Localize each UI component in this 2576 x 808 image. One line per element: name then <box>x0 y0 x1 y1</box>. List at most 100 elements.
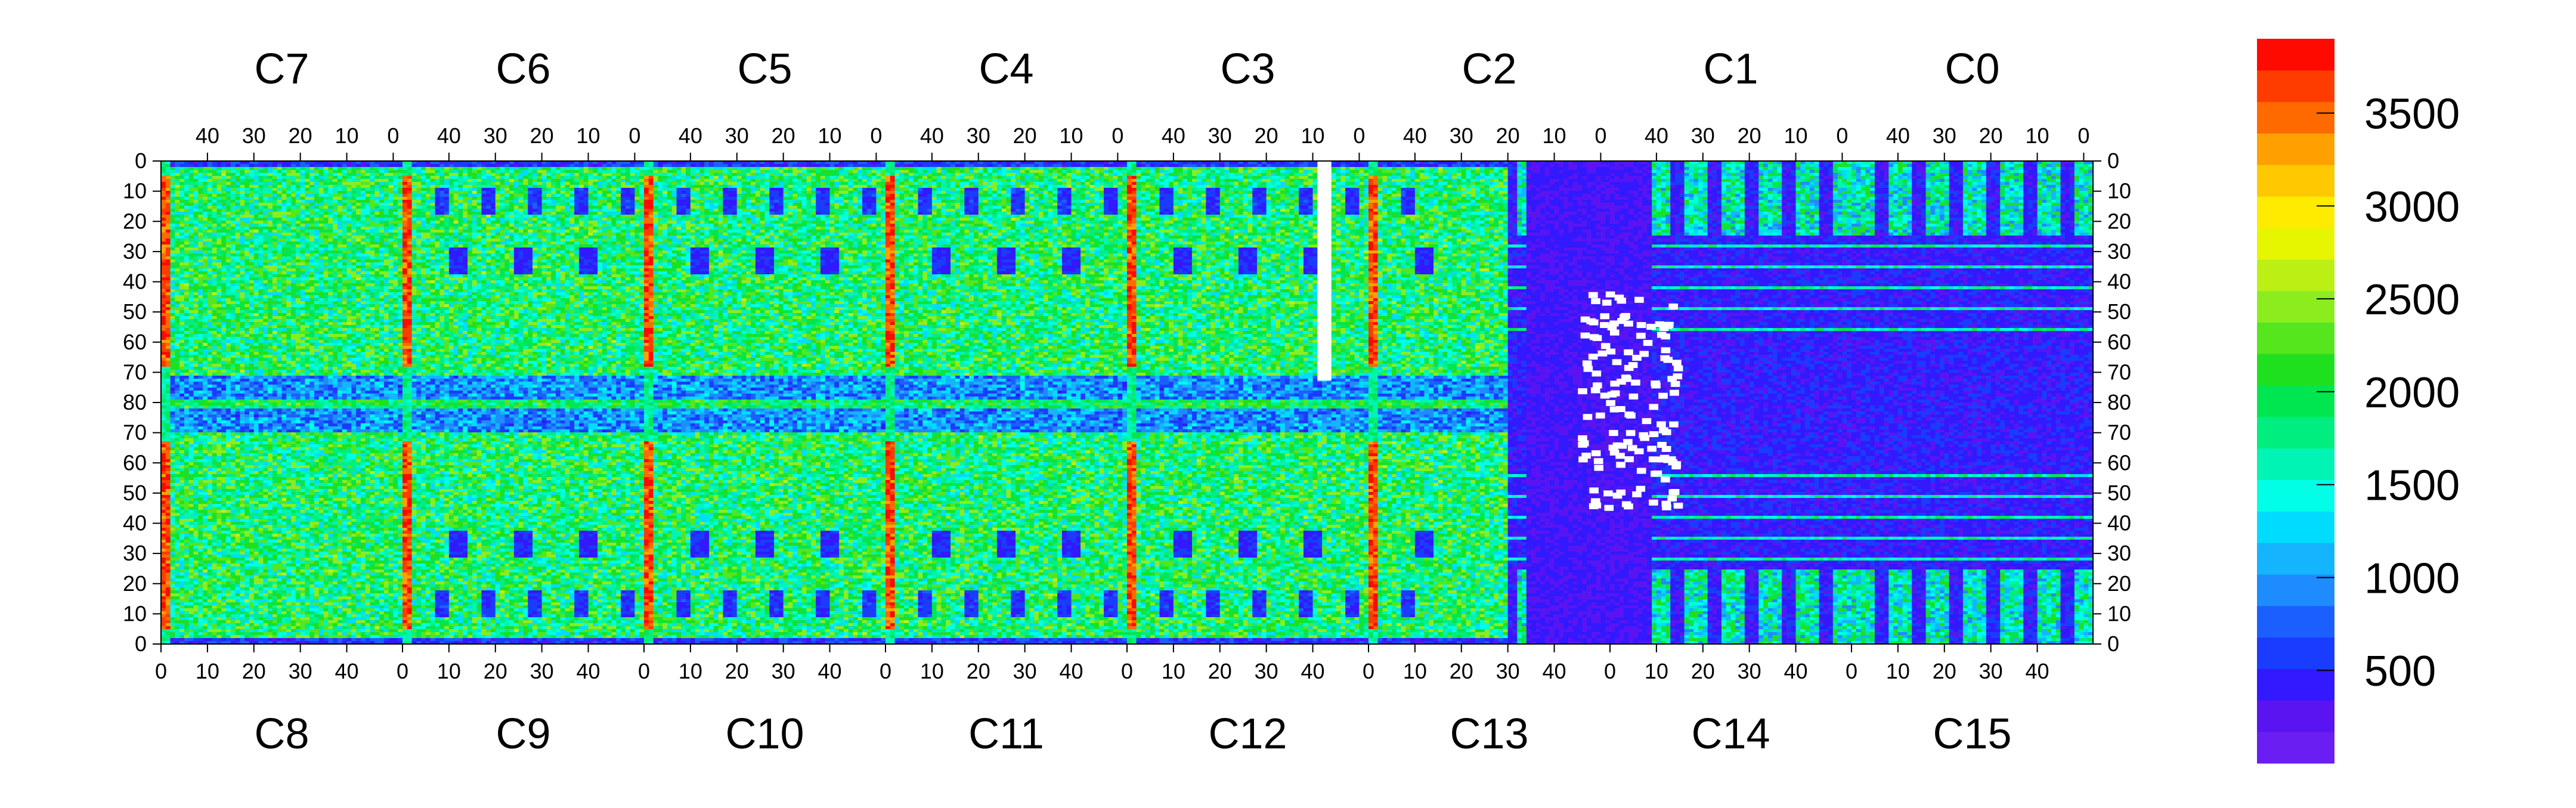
heatmap-cell <box>189 283 194 287</box>
heatmap-cell <box>203 170 208 174</box>
heatmap-cell <box>179 626 184 630</box>
heatmap-cell <box>166 471 171 475</box>
heatmap-cell <box>194 405 199 409</box>
heatmap-cell <box>161 572 166 576</box>
heatmap-cell <box>184 531 189 534</box>
heatmap-cell <box>179 179 184 182</box>
heatmap-cell <box>179 218 184 221</box>
heatmap-cell <box>175 292 179 296</box>
heatmap-cell <box>198 191 203 194</box>
heatmap-cell <box>198 462 203 466</box>
heatmap-cell <box>175 474 179 478</box>
heatmap-cell <box>166 531 171 534</box>
heatmap-cell <box>194 316 199 320</box>
heatmap-cell <box>166 611 171 615</box>
heatmap-cell <box>179 364 184 367</box>
heatmap-cell <box>198 322 203 326</box>
heatmap-cell <box>198 599 203 603</box>
heatmap-cell <box>198 590 203 594</box>
heatmap-cell <box>166 382 171 385</box>
heatmap-cell <box>179 447 184 451</box>
heatmap-cell <box>179 385 184 388</box>
heatmap-cell <box>184 304 189 308</box>
heatmap-cell <box>161 620 166 624</box>
heatmap-cell <box>161 486 166 490</box>
heatmap-cell <box>184 468 189 472</box>
heatmap-cell <box>198 510 203 513</box>
heatmap-cell <box>171 575 175 579</box>
heatmap-cell <box>166 215 171 218</box>
heatmap-cell <box>171 480 175 484</box>
heatmap-cell <box>194 546 199 549</box>
heatmap-cell <box>194 566 199 570</box>
heatmap-cell <box>194 292 199 296</box>
heatmap-cell <box>194 498 199 501</box>
heatmap-cell <box>189 438 194 442</box>
heatmap-cell <box>198 218 203 221</box>
heatmap-cell <box>175 456 179 460</box>
heatmap-cell <box>179 617 184 621</box>
heatmap-cell <box>166 489 171 493</box>
heatmap-cell <box>175 391 179 394</box>
heatmap-cell <box>161 507 166 510</box>
heatmap-cell <box>184 504 189 507</box>
heatmap-cell <box>179 608 184 612</box>
heatmap-cell <box>171 429 175 433</box>
heatmap-cell <box>175 325 179 329</box>
heatmap-cell <box>179 280 184 284</box>
heatmap-cell <box>189 316 194 320</box>
heatmap-cell <box>194 373 199 376</box>
heatmap-cell <box>175 298 179 302</box>
heatmap-cell <box>175 450 179 454</box>
heatmap-cell <box>179 164 184 168</box>
heatmap-cell <box>194 486 199 490</box>
heatmap-cell <box>166 486 171 490</box>
heatmap-cell <box>175 370 179 373</box>
heatmap-cell <box>161 495 166 499</box>
heatmap-cell <box>175 262 179 266</box>
heatmap-cell <box>179 611 184 615</box>
heatmap-cell <box>179 304 184 308</box>
heatmap-cell <box>171 167 175 171</box>
heatmap-cell <box>198 304 203 308</box>
heatmap-cell <box>179 176 184 179</box>
heatmap-cell <box>179 322 184 326</box>
heatmap-cell <box>179 268 184 272</box>
heatmap-cell <box>171 301 175 305</box>
heatmap-cell <box>161 382 166 385</box>
heatmap-cell <box>198 593 203 597</box>
heatmap-cell <box>198 584 203 588</box>
heatmap-cell <box>194 325 199 329</box>
heatmap-cell <box>166 233 171 236</box>
heatmap-cell <box>184 262 189 266</box>
heatmap-cell <box>171 486 175 490</box>
heatmap-cell <box>171 385 175 388</box>
heatmap-cell <box>171 373 175 376</box>
heatmap-cell <box>171 322 175 326</box>
heatmap-cell <box>175 441 179 445</box>
heatmap-cell <box>171 569 175 573</box>
heatmap-cell <box>189 492 194 496</box>
heatmap-cell <box>189 534 194 537</box>
heatmap-cell <box>184 319 189 323</box>
heatmap-cell <box>198 167 203 171</box>
heatmap-cell <box>166 212 171 215</box>
heatmap-cell <box>198 522 203 525</box>
heatmap-cell <box>166 283 171 287</box>
heatmap-cell <box>198 194 203 197</box>
heatmap-cell <box>175 426 179 430</box>
heatmap-cell <box>184 635 189 639</box>
heatmap-cell <box>203 221 208 224</box>
heatmap-cell <box>184 215 189 218</box>
heatmap-cell <box>171 367 175 370</box>
heatmap-cell <box>194 170 199 174</box>
heatmap-cell <box>194 221 199 224</box>
heatmap-cell <box>179 546 184 549</box>
heatmap-cell <box>166 572 171 576</box>
heatmap-cell <box>179 379 184 382</box>
heatmap-cell <box>198 411 203 415</box>
heatmap-cell <box>161 364 166 367</box>
heatmap-cell <box>166 474 171 478</box>
heatmap-cell <box>161 340 166 343</box>
heatmap-cell <box>198 397 203 400</box>
